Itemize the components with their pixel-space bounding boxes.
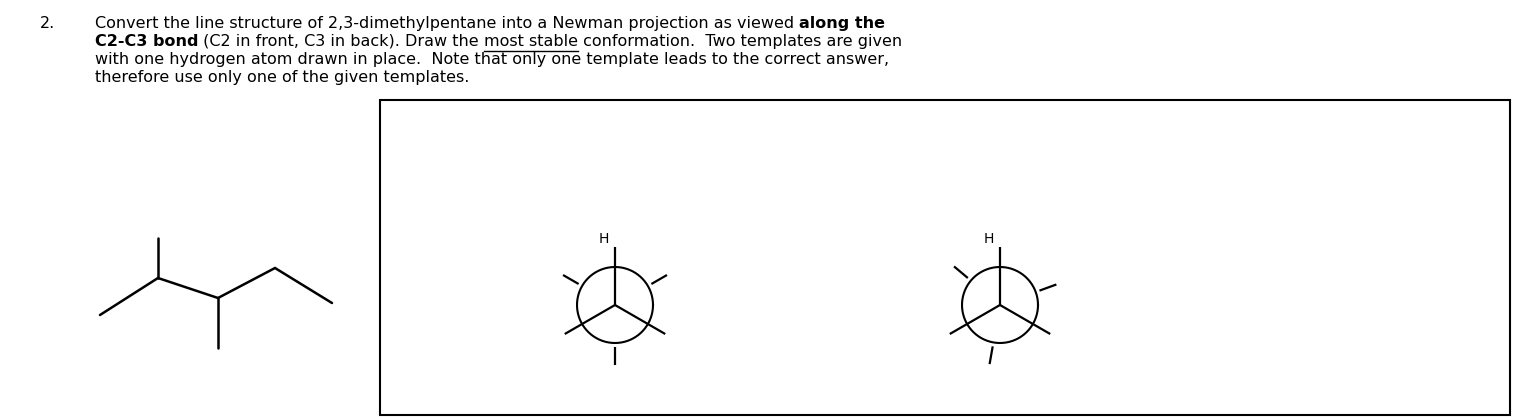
Text: most stable: most stable xyxy=(484,34,578,49)
Text: 2.: 2. xyxy=(40,16,55,31)
Text: (C2 in front, C3 in back). Draw the: (C2 in front, C3 in back). Draw the xyxy=(199,34,484,49)
Text: conformation.  Two templates are given: conformation. Two templates are given xyxy=(578,34,902,49)
Text: H: H xyxy=(599,232,610,246)
Text: along the: along the xyxy=(800,16,885,31)
Text: therefore use only one of the given templates.: therefore use only one of the given temp… xyxy=(95,70,469,85)
Text: H: H xyxy=(984,232,994,246)
Text: with one hydrogen atom drawn in place.  Note that only one template leads to the: with one hydrogen atom drawn in place. N… xyxy=(95,52,889,67)
Text: Convert the line structure of 2,3-dimethylpentane into a Newman projection as vi: Convert the line structure of 2,3-dimeth… xyxy=(95,16,800,31)
Text: C2-C3 bond: C2-C3 bond xyxy=(95,34,199,49)
